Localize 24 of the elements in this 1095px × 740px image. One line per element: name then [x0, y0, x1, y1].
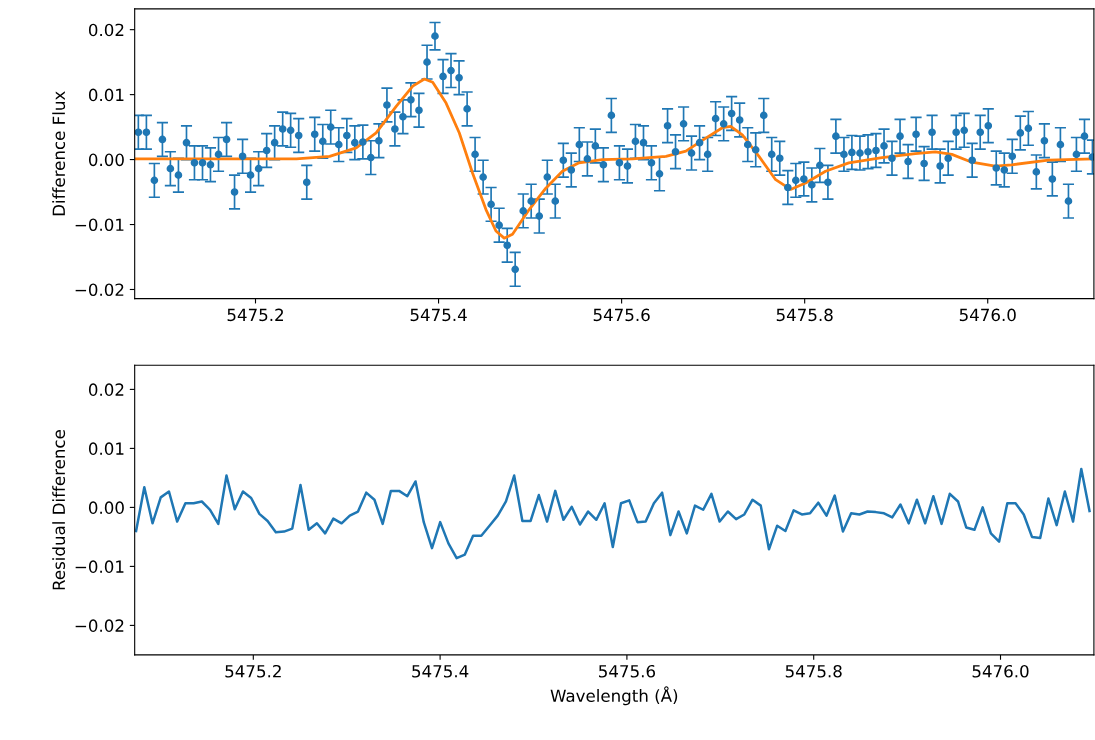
line-series	[134, 467, 1091, 560]
y-tick-label: 0.01	[88, 88, 124, 102]
y-tick-label: 0.01	[88, 442, 124, 455]
x-axis-title: Wavelength (Å)	[550, 686, 678, 706]
x-tick-label: 5475.6	[593, 308, 650, 322]
x-tick-label: 5475.8	[785, 664, 842, 678]
x-tick-label: 5475.4	[410, 308, 467, 322]
x-tick-label: 5475.2	[225, 664, 281, 678]
y-tick-label: −0.02	[75, 619, 124, 632]
y-axis-title: Difference Flux	[52, 91, 66, 216]
y-tick-label: 0.00	[88, 501, 124, 514]
x-tick-label: 5475.6	[599, 664, 656, 678]
y-tick-label: 0.02	[88, 383, 124, 396]
x-tick-label: 5475.2	[227, 308, 283, 322]
y-tick-label: −0.01	[75, 218, 124, 232]
y-tick-label: 0.02	[88, 23, 124, 37]
y-tick-label: −0.02	[75, 283, 124, 297]
x-tick-label: 5476.0	[959, 308, 1016, 322]
x-tick-label: 5475.8	[776, 308, 833, 322]
y-tick-label: 0.00	[88, 153, 124, 167]
x-tick-label: 5476.0	[972, 664, 1029, 678]
y-tick-label: −0.01	[75, 560, 124, 573]
x-tick-label: 5475.4	[412, 665, 469, 678]
y-axis-title: Residual Difference	[52, 430, 66, 590]
